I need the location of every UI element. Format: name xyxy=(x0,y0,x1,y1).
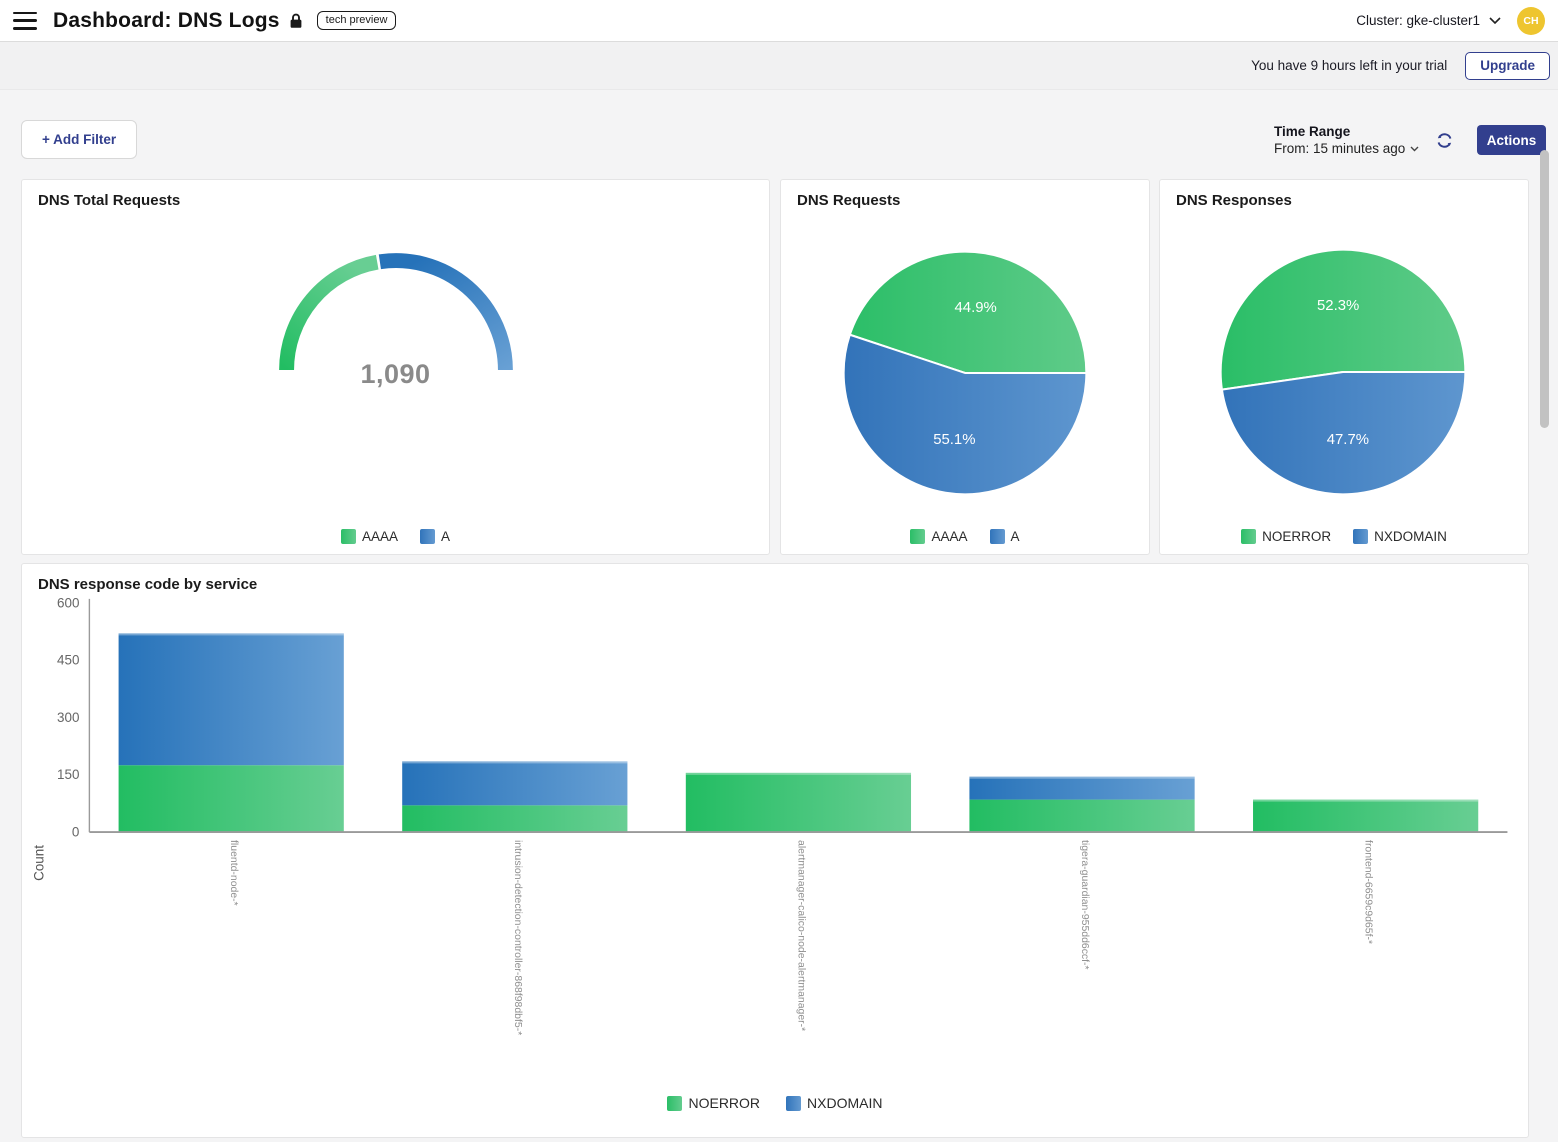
gauge-arc-a xyxy=(378,253,513,371)
pie-chart: 44.9% 55.1% xyxy=(842,250,1088,496)
legend-label: A xyxy=(1010,529,1020,544)
legend-swatch-blue xyxy=(989,529,1005,544)
x-category-label: alertmanager-calico-node-alertmanager-* xyxy=(795,840,806,1031)
legend-label: NXDOMAIN xyxy=(1374,529,1447,544)
trial-banner: You have 9 hours left in your trial Upgr… xyxy=(0,42,1558,90)
legend-item-a[interactable]: A xyxy=(989,529,1020,544)
card-title: DNS Requests xyxy=(797,192,901,209)
legend-swatch-blue xyxy=(786,1095,802,1111)
legend-item-noerror[interactable]: NOERROR xyxy=(1241,529,1331,544)
dns-response-code-by-service-card: DNS response code by service 0 150 300 450 6… xyxy=(21,563,1529,1138)
chart-legend: AAAA A xyxy=(22,529,769,544)
pie-chart: 52.3% 47.7% xyxy=(1219,248,1467,496)
upgrade-button[interactable]: Upgrade xyxy=(1465,51,1550,80)
x-category-label: tigera-guardian-955dd6ccf-* xyxy=(1079,840,1090,970)
legend-item-nxdomain[interactable]: NXDOMAIN xyxy=(786,1095,883,1111)
bar-segment-nxdomain[interactable] xyxy=(118,633,344,766)
x-category-label: intrusion-detection-controller-868f98dbf… xyxy=(512,840,523,1035)
dns-requests-card: DNS Requests 44.9% 55.1% AAAA A xyxy=(780,179,1150,555)
hamburger-menu-icon[interactable] xyxy=(13,11,37,30)
legend-item-aaaa[interactable]: AAAA xyxy=(340,529,398,544)
card-title: DNS Total Requests xyxy=(38,192,181,209)
legend-swatch-blue xyxy=(420,529,435,544)
actions-button[interactable]: Actions xyxy=(1477,125,1546,155)
refresh-button[interactable] xyxy=(1434,130,1455,151)
time-range: Time Range From: 15 minutes ago xyxy=(1274,124,1419,156)
legend-swatch-green xyxy=(910,529,926,544)
pie-slice-noerror[interactable] xyxy=(1219,248,1467,391)
y-tick-label: 0 xyxy=(72,825,79,840)
time-range-selector[interactable]: From: 15 minutes ago xyxy=(1274,141,1419,156)
pie-slice-label: 52.3% xyxy=(1317,298,1359,314)
bar-top-highlight xyxy=(402,761,628,764)
x-category-label: fluentd-node-* xyxy=(228,840,239,906)
bar-segment-noerror[interactable] xyxy=(685,772,912,833)
bar-top-highlight xyxy=(685,772,912,775)
card-title: DNS Responses xyxy=(1176,192,1292,209)
legend-swatch-green xyxy=(340,529,356,544)
bar-top-highlight xyxy=(118,633,344,636)
legend-label: AAAA xyxy=(931,529,968,544)
gauge-chart xyxy=(279,253,513,371)
dns-responses-card: DNS Responses 52.3% 47.7% NOERROR NXDOMAIN xyxy=(1159,179,1529,555)
pie-slice-aaaa[interactable] xyxy=(848,250,1088,374)
app-header: Dashboard: DNS Logs tech preview Cluster… xyxy=(0,0,1558,42)
time-range-value: From: 15 minutes ago xyxy=(1274,141,1406,156)
card-title: DNS response code by service xyxy=(38,576,258,593)
legend-item-aaaa[interactable]: AAAA xyxy=(910,529,968,544)
legend-label: NXDOMAIN xyxy=(807,1095,883,1111)
bar-segment-noerror[interactable] xyxy=(402,805,628,833)
avatar[interactable]: CH xyxy=(1517,6,1545,35)
y-tick-label: 600 xyxy=(57,595,79,610)
bar-segment-nxdomain[interactable] xyxy=(402,761,628,806)
bar-chart: 0 150 300 450 600 fluentd-node-* intrusion-det… xyxy=(32,595,1508,1035)
chart-legend: NOERROR NXDOMAIN xyxy=(22,1095,1528,1111)
chart-legend: NOERROR NXDOMAIN xyxy=(1160,529,1528,544)
legend-label: AAAA xyxy=(361,529,398,544)
page-title: Dashboard: DNS Logs xyxy=(53,8,280,32)
add-filter-button[interactable]: + Add Filter xyxy=(21,120,138,159)
chevron-down-icon xyxy=(1410,146,1419,151)
lock-icon xyxy=(289,13,303,29)
legend-item-noerror[interactable]: NOERROR xyxy=(667,1095,760,1111)
pie-slice-a[interactable] xyxy=(842,333,1088,496)
bar-segment-noerror[interactable] xyxy=(969,799,1195,833)
legend-swatch-green xyxy=(1241,529,1257,544)
time-range-label: Time Range xyxy=(1274,124,1351,139)
legend-item-a[interactable]: A xyxy=(420,529,450,544)
bar-segment-noerror[interactable] xyxy=(1253,799,1479,833)
y-axis-title: Count xyxy=(32,845,47,881)
x-category-label: frontend-6659c9d65f-* xyxy=(1363,840,1374,944)
gauge-arc-aaaa xyxy=(279,254,379,371)
pie-slice-label: 55.1% xyxy=(933,432,975,448)
dns-total-requests-card: DNS Total Requests 1,090 AAAA A xyxy=(21,179,770,555)
pie-slice-label: 44.9% xyxy=(955,300,997,316)
y-tick-label: 450 xyxy=(57,653,79,668)
legend-label: NOERROR xyxy=(1262,529,1332,544)
pie-slice-label: 47.7% xyxy=(1327,432,1369,448)
cluster-selector[interactable]: Cluster: gke-cluster1 xyxy=(1356,13,1501,28)
legend-label: A xyxy=(441,529,451,544)
chart-legend: AAAA A xyxy=(781,529,1149,544)
scrollbar-thumb[interactable] xyxy=(1540,150,1549,428)
bar-segment-nxdomain[interactable] xyxy=(969,776,1195,800)
y-tick-label: 150 xyxy=(57,767,79,782)
y-tick-label: 300 xyxy=(57,710,79,725)
trial-message: You have 9 hours left in your trial xyxy=(1251,58,1448,73)
bar-top-highlight xyxy=(969,776,1195,779)
legend-swatch-green xyxy=(667,1095,683,1111)
bar-segment-noerror[interactable] xyxy=(118,765,344,833)
bar-top-highlight xyxy=(1253,799,1479,802)
gauge-value: 1,090 xyxy=(360,359,431,389)
pie-slice-nxdomain[interactable] xyxy=(1220,370,1467,496)
tech-preview-badge: tech preview xyxy=(316,11,397,30)
legend-label: NOERROR xyxy=(688,1095,761,1111)
legend-swatch-blue xyxy=(1353,529,1369,544)
chevron-down-icon xyxy=(1489,17,1501,24)
legend-item-nxdomain[interactable]: NXDOMAIN xyxy=(1353,529,1447,544)
cluster-label: Cluster: gke-cluster1 xyxy=(1356,13,1480,28)
